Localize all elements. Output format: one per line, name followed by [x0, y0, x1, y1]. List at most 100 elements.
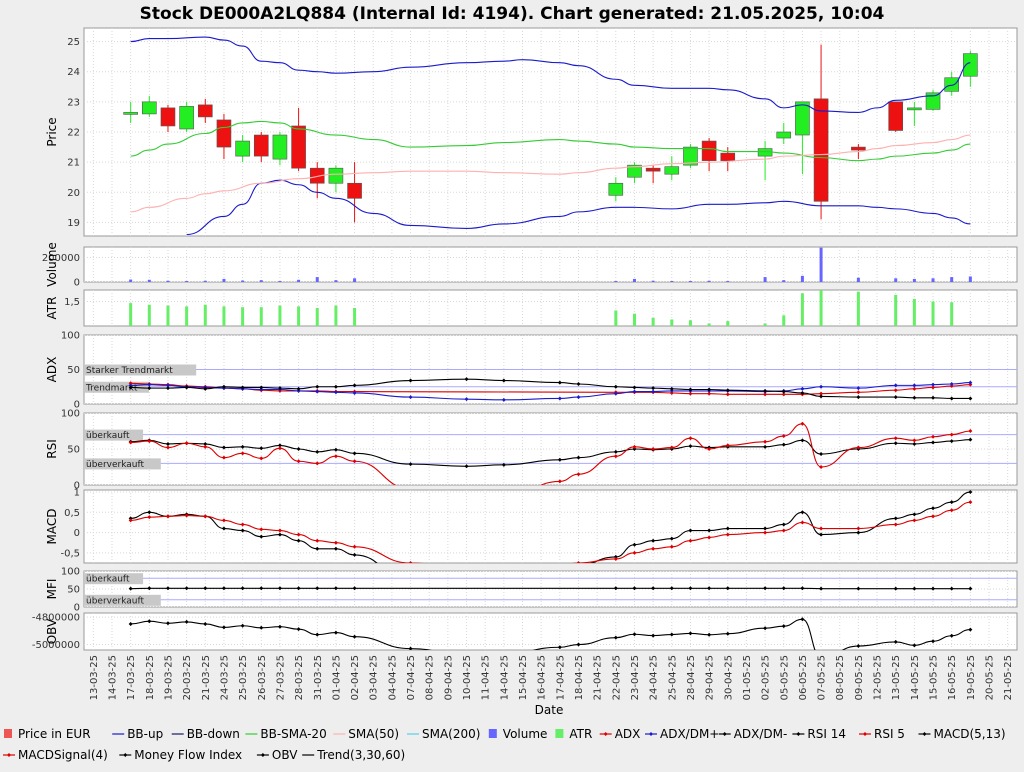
- x-tick-label: 26-03-25: [257, 655, 268, 700]
- x-tick-label: 21-04-25: [593, 655, 604, 700]
- x-tick-label: 15-05-25: [929, 655, 940, 700]
- legend-item-adx: ADX: [600, 727, 641, 741]
- legend-item-obv: OBV: [257, 748, 298, 762]
- legend-swatch-marker: [863, 732, 867, 736]
- candle-body: [646, 168, 660, 171]
- legend-item-macd-5-13: MACD(5,13): [919, 727, 1006, 741]
- atr-bar: [782, 315, 785, 326]
- atr-bar: [950, 302, 953, 326]
- macd-tick-label: -0,5: [60, 548, 80, 559]
- atr-bar: [185, 306, 188, 326]
- legend-item-bb-sma-20: BB-SMA-20: [245, 727, 326, 741]
- mfi-tick-label: 100: [61, 567, 80, 578]
- candle-body: [348, 183, 362, 198]
- x-tick-label: 01-04-25: [331, 655, 342, 700]
- x-tick-label: 14-03-25: [107, 655, 118, 700]
- legend-label: Volume: [503, 727, 548, 741]
- volume-bar: [950, 277, 953, 282]
- legend-item-sma-50: SMA(50): [333, 727, 399, 741]
- volume-tick-label: 0: [74, 278, 80, 289]
- price-tick-label: 25: [67, 37, 80, 48]
- atr-bar: [166, 306, 169, 326]
- volume-bar: [222, 279, 225, 282]
- candle-body: [777, 132, 791, 138]
- legend-label: SMA(50): [348, 727, 399, 741]
- chart-panels: 19202122232425Price0200000Volume1,5ATR05…: [32, 28, 1017, 660]
- candle-body: [180, 106, 194, 129]
- legend-label: BB-SMA-20: [260, 727, 326, 741]
- atr-bar: [820, 290, 823, 326]
- x-tick-label: 02-05-25: [761, 655, 772, 700]
- volume-bar: [633, 279, 636, 282]
- volume-bar: [204, 281, 207, 282]
- x-tick-label: 02-04-25: [350, 655, 361, 700]
- x-tick-label: 21-03-25: [201, 655, 212, 700]
- x-tick-label: 10-04-25: [462, 655, 473, 700]
- x-tick-label: 16-04-25: [537, 655, 548, 700]
- candle-body: [889, 102, 903, 131]
- volume-bar: [652, 281, 655, 282]
- x-tick-label: 20-03-25: [182, 655, 193, 700]
- x-tick-label: 19-05-25: [966, 655, 977, 700]
- legend-swatch-marker: [923, 732, 927, 736]
- rsi-axis-label: RSI: [45, 439, 59, 459]
- legend-swatch-marker: [723, 732, 727, 736]
- legend-swatch: [489, 729, 497, 738]
- legend-label: BB-up: [127, 727, 163, 741]
- atr-bar: [857, 292, 860, 326]
- legend-label: RSI 5: [874, 727, 905, 741]
- volume-bar: [129, 280, 132, 282]
- price-tick-label: 21: [67, 158, 80, 169]
- legend-label: MACD(5,13): [934, 727, 1006, 741]
- price-tick-label: 19: [67, 218, 80, 229]
- x-tick-label: 07-05-25: [817, 655, 828, 700]
- legend-item-price-in-eur: Price in EUR: [4, 727, 91, 741]
- rsi-tick-label: 50: [67, 445, 80, 456]
- x-tick-label: 14-05-25: [910, 655, 921, 700]
- atr-bar: [241, 307, 244, 326]
- macd-5-13-point: [576, 563, 580, 567]
- rsi-reference-label: überkauft: [86, 431, 130, 441]
- candle-body: [665, 167, 679, 175]
- x-tick-label: 17-04-25: [555, 655, 566, 700]
- legend-label: ADX: [615, 727, 641, 741]
- x-tick-label: 27-03-25: [275, 655, 286, 700]
- x-tick-label: 13-03-25: [89, 655, 100, 700]
- volume-bar: [316, 277, 319, 282]
- atr-bar: [801, 293, 804, 326]
- macd-tick-label: 0: [74, 528, 80, 539]
- legend-label: SMA(200): [422, 727, 480, 741]
- legend-swatch: [4, 729, 12, 738]
- chart-title: Stock DE000A2LQ884 (Internal Id: 4194). …: [140, 4, 885, 24]
- atr-bar: [222, 306, 225, 326]
- atr-tick-label: 1,5: [64, 297, 80, 308]
- volume-bar: [166, 281, 169, 282]
- legend-label: ADX/DM+: [660, 727, 719, 741]
- candle-body: [198, 105, 212, 117]
- volume-bar: [894, 278, 897, 282]
- atr-bar: [726, 321, 729, 326]
- legend-label: Trend(3,30,60): [316, 748, 405, 762]
- legend-item-adx-dm: ADX/DM-: [719, 727, 788, 741]
- x-tick-label: 18-04-25: [574, 655, 585, 700]
- atr-bar: [689, 320, 692, 326]
- candle-body: [851, 147, 865, 150]
- x-tick-label: 09-04-25: [443, 655, 454, 700]
- price-axis-label: Price: [45, 117, 59, 146]
- volume-bar: [148, 280, 151, 282]
- atr-bar: [260, 307, 263, 326]
- legend-swatch-marker: [123, 753, 127, 757]
- atr-bar: [708, 324, 711, 326]
- atr-bar: [316, 308, 319, 326]
- x-tick-label: 12-05-25: [873, 655, 884, 700]
- legend-label: Money Flow Index: [134, 748, 242, 762]
- x-tick-label: 04-04-25: [387, 655, 398, 700]
- candle-body: [721, 153, 735, 161]
- volume-bar: [969, 276, 972, 282]
